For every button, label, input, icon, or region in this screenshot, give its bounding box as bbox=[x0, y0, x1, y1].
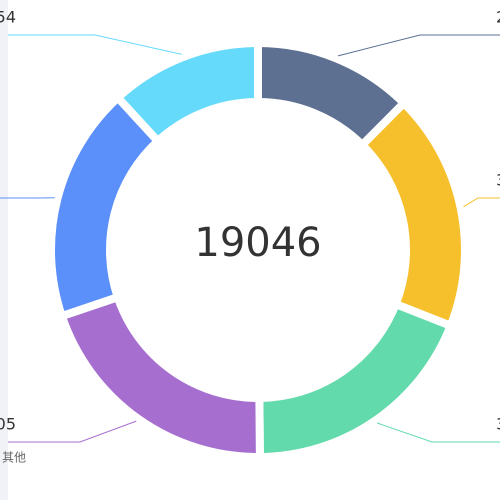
donut-slice bbox=[255, 298, 456, 462]
value-label: 2370 bbox=[496, 8, 500, 27]
value-label: 2254 bbox=[0, 8, 16, 27]
donut-slice bbox=[112, 38, 262, 147]
leader-line bbox=[463, 197, 500, 208]
center-total: 19046 bbox=[194, 220, 321, 266]
donut-slice bbox=[356, 97, 469, 331]
side-strip bbox=[0, 0, 8, 500]
leader-line bbox=[8, 34, 182, 55]
category-label: 其他 bbox=[2, 451, 26, 465]
leader-line bbox=[8, 420, 137, 443]
value-label: 3598 bbox=[496, 415, 500, 434]
value-label: 3527 bbox=[496, 171, 500, 190]
donut-slice bbox=[47, 91, 164, 322]
value-label: 3805 bbox=[0, 415, 16, 434]
leader-line bbox=[337, 34, 500, 57]
leader-line bbox=[376, 422, 500, 443]
donut-slice bbox=[56, 292, 264, 461]
